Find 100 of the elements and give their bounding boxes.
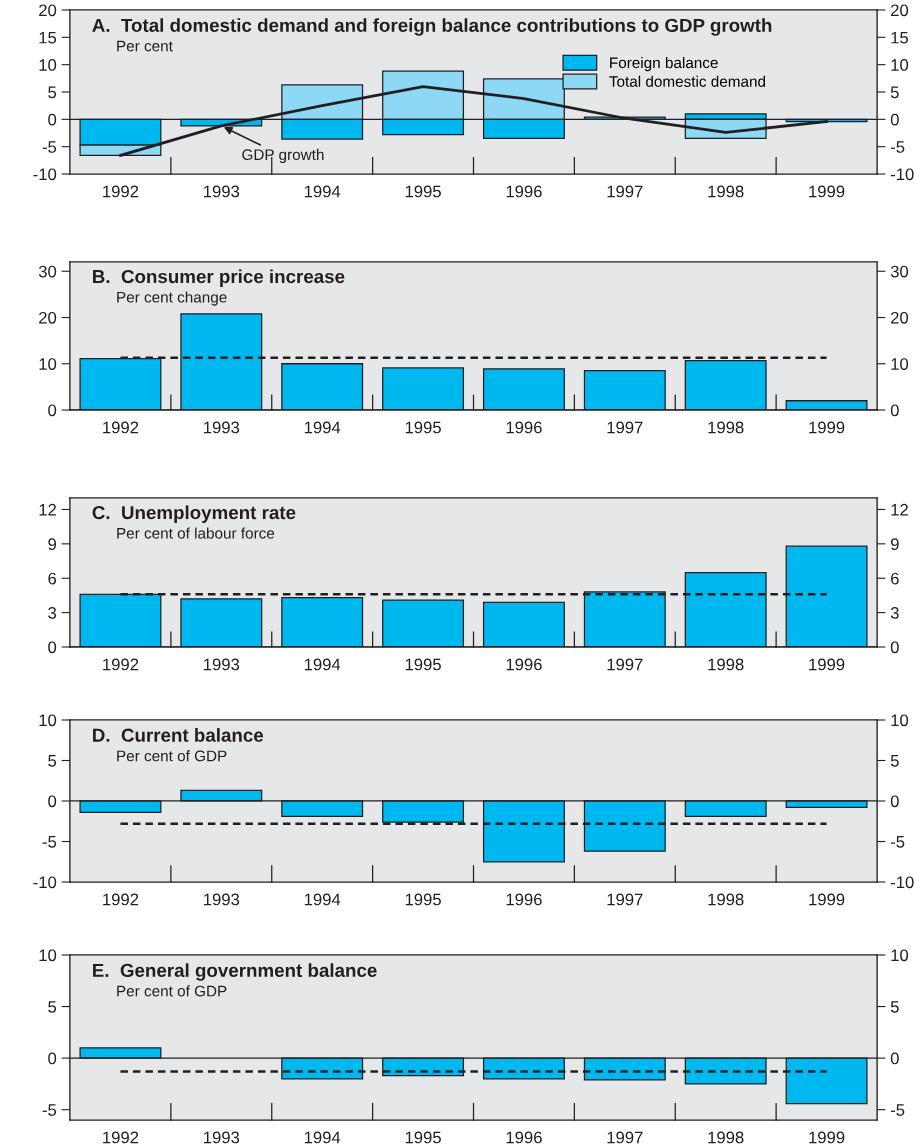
- y-tick-label: 6: [48, 572, 57, 585]
- x-tick-label: 1996: [506, 1131, 542, 1144]
- text: Per cent change: [117, 291, 227, 306]
- x-tick-label: 1994: [304, 421, 341, 434]
- x-tick-label: 1997: [607, 185, 643, 198]
- x-tick-label: 1996: [506, 658, 542, 671]
- x-tick-label: 1999: [809, 1131, 845, 1144]
- y-tick-label: 5: [48, 755, 57, 767]
- y-tick-label: 10: [39, 714, 57, 727]
- y2-tick-label: 0: [890, 641, 899, 654]
- y2-tick-label: -5: [890, 1104, 905, 1116]
- y2-tick-label: 5: [890, 1001, 899, 1013]
- x-tick-label: 1995: [405, 421, 441, 434]
- x-tick-label: 1992: [103, 893, 139, 906]
- y2-tick-label: 3: [890, 607, 899, 619]
- x-tick-label: 1999: [809, 185, 845, 198]
- x-tick-label: 1998: [708, 1131, 744, 1144]
- text: Per cent of GDP: [117, 750, 227, 762]
- x-tick-label: 1992: [103, 1131, 139, 1144]
- x-tick-label: 1998: [708, 421, 744, 434]
- y2-tick-label: 5: [890, 86, 899, 99]
- x-tick-label: 1992: [103, 185, 139, 198]
- x-tick-label: 1993: [204, 893, 240, 906]
- y2-tick-label: 5: [890, 755, 899, 767]
- chart-title: C. Unemployment rate: [92, 505, 296, 523]
- y-tick-label: 3: [48, 607, 57, 619]
- annotation: GDP growth: [242, 148, 324, 164]
- legend-label: Foreign balance: [610, 56, 718, 72]
- x-tick-label: 1997: [607, 1131, 643, 1144]
- x-tick-label: 1994: [304, 893, 341, 906]
- y2-tick-label: 10: [891, 59, 909, 71]
- y2-tick-label: 0: [890, 795, 899, 808]
- y2-tick-label: -5: [890, 836, 905, 848]
- x-tick-label: 1999: [809, 421, 845, 434]
- chart-title: A. Total domestic demand and foreign balance contributions to GDP growth: [92, 18, 772, 36]
- x-tick-label: 1996: [506, 421, 542, 434]
- y2-tick-label: 12: [891, 503, 908, 516]
- x-tick-label: 1998: [708, 185, 744, 198]
- x-tick-label: 1992: [103, 658, 139, 671]
- x-tick-label: 1998: [708, 658, 744, 671]
- y-tick-label: 10: [39, 949, 57, 962]
- text: Per cent: [117, 40, 173, 52]
- x-tick-label: 1993: [204, 421, 240, 434]
- y2-tick-label: 30: [890, 265, 909, 278]
- x-tick-label: 1999: [809, 893, 845, 906]
- y2-tick-label: 9: [890, 538, 899, 551]
- y-tick-label: 0: [48, 404, 57, 417]
- y2-tick-label: 15: [891, 31, 909, 44]
- y-tick-label: 10: [39, 358, 57, 370]
- y-tick-label: -5: [42, 141, 57, 153]
- text: Per cent of labour force: [117, 527, 275, 539]
- y-tick-label: 0: [48, 795, 57, 808]
- y-tick-label: 5: [48, 86, 57, 99]
- x-tick-label: 1999: [809, 658, 845, 671]
- x-tick-label: 1995: [405, 185, 441, 198]
- y-tick-label: 20: [39, 311, 57, 324]
- y-tick-label: -5: [42, 836, 57, 848]
- y-tick-label: 12: [39, 503, 56, 516]
- y2-tick-label: -5: [890, 141, 905, 153]
- y2-tick-label: 10: [891, 358, 909, 370]
- y2-tick-label: 6: [891, 572, 899, 585]
- y2-tick-label: 20: [891, 4, 909, 17]
- y-tick-label: 10: [39, 59, 57, 71]
- x-tick-label: 1998: [708, 893, 744, 906]
- y2-tick-label: 10: [891, 714, 909, 727]
- x-tick-label: 1995: [405, 1131, 441, 1144]
- x-tick-label: 1994: [304, 185, 341, 198]
- y2-tick-label: -10: [890, 876, 914, 889]
- y-tick-label: 0: [48, 113, 57, 126]
- y2-tick-label: -10: [890, 168, 914, 181]
- chart-title: D. Current balance: [93, 728, 264, 742]
- x-tick-label: 1994: [304, 1131, 341, 1144]
- chart-title: E. General government balance: [93, 963, 377, 981]
- y2-tick-label: 0: [890, 113, 899, 126]
- x-tick-label: 1997: [607, 658, 643, 671]
- x-tick-label: 1994: [304, 658, 341, 671]
- x-tick-label: 1992: [103, 421, 139, 434]
- y2-tick-label: 0: [890, 404, 899, 417]
- x-tick-label: 1997: [607, 893, 643, 906]
- x-tick-label: 1997: [607, 421, 643, 434]
- y-tick-label: 20: [39, 4, 57, 17]
- y-tick-label: -5: [42, 1104, 57, 1116]
- y-tick-label: -10: [33, 168, 57, 181]
- y2-tick-label: 10: [891, 949, 909, 962]
- x-tick-label: 1993: [204, 1131, 240, 1144]
- x-tick-label: 1995: [405, 658, 441, 671]
- text: Per cent of GDP: [117, 985, 227, 997]
- y-tick-label: 15: [39, 31, 57, 44]
- y-tick-label: 0: [48, 641, 57, 654]
- x-tick-label: 1996: [506, 185, 542, 198]
- y-tick-label: 30: [38, 265, 57, 278]
- y2-tick-label: 0: [890, 1052, 899, 1065]
- y-tick-label: 0: [48, 1052, 57, 1065]
- chart-title: B. Consumer price increase: [93, 269, 345, 287]
- y-tick-label: 9: [48, 538, 57, 551]
- y2-tick-label: 20: [891, 311, 909, 324]
- x-tick-label: 1996: [506, 893, 542, 906]
- x-tick-label: 1993: [204, 185, 240, 198]
- x-tick-label: 1993: [204, 658, 240, 671]
- x-tick-label: 1995: [405, 893, 441, 906]
